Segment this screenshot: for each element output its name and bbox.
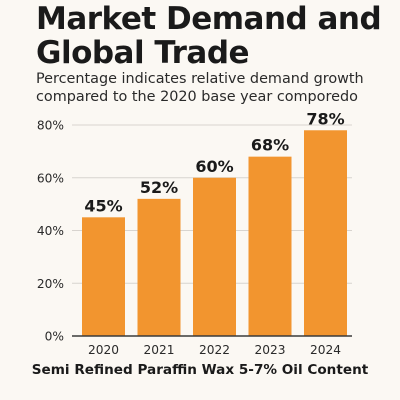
bar-2022 [193, 177, 236, 336]
data-label: 68% [251, 136, 289, 155]
x-tick-label: 2024 [310, 343, 341, 357]
y-tick-label: 60% [37, 171, 64, 185]
bar-2020 [82, 217, 125, 336]
data-label: 52% [140, 178, 178, 197]
y-tick-label: 40% [37, 224, 64, 238]
chart-title-line-1: Market Demand and [36, 1, 382, 37]
data-label: 60% [195, 157, 233, 176]
x-tick-label: 2023 [254, 343, 285, 357]
x-axis-caption: Semi Refined Paraffin Wax 5-7% Oil Conte… [31, 362, 369, 378]
bar-2024 [304, 130, 347, 336]
y-tick-label: 20% [37, 277, 64, 291]
chart-title: Market Demand and Global Trade [36, 2, 396, 70]
y-tick-label: 80% [37, 119, 64, 133]
bar-2021 [137, 198, 181, 336]
x-tick-label: 2022 [199, 343, 230, 357]
data-label: 45% [84, 196, 122, 215]
bar-2023 [248, 156, 292, 336]
chart-subtitle-line-1: Percentage indicates relative demand gro… [36, 71, 364, 87]
chart-title-line-2: Global Trade [36, 35, 250, 71]
y-tick-label: 0% [45, 330, 64, 344]
x-tick-label: 2021 [143, 343, 174, 357]
chart-subtitle: Percentage indicates relative demand gro… [36, 70, 396, 106]
x-tick-label: 2020 [88, 343, 119, 357]
data-label: 78% [306, 109, 344, 128]
chart-subtitle-line-2: compared to the 2020 base year comporedo [36, 89, 358, 105]
